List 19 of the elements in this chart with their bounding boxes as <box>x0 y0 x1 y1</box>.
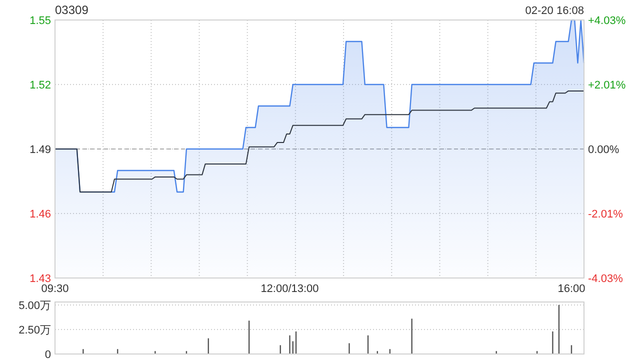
text: 02-20 16:08 <box>525 5 584 17</box>
y2-tick-label: -4.03% <box>588 273 624 285</box>
x-tick-label: 09:30 <box>41 283 69 295</box>
y-tick-label: 1.52 <box>30 80 51 92</box>
y2-tick-label: 0.00% <box>588 144 620 156</box>
y-tick-label: 1.49 <box>30 144 51 156</box>
y-tick-label: 5.00万 <box>18 300 51 312</box>
line-series <box>54 90 584 192</box>
y2-tick-label: +4.03% <box>588 15 626 27</box>
y2-tick-label: -2.01% <box>588 208 624 220</box>
y-tick-label: 1.46 <box>30 208 51 220</box>
y2-tick-label: +2.01% <box>588 80 626 92</box>
x-tick-label: 16:00 <box>558 283 586 295</box>
y-tick-label: 1.55 <box>30 15 51 27</box>
y-tick-label: 0 <box>44 349 51 360</box>
y-tick-label: 2.50万 <box>18 324 51 336</box>
chart-title: 03309 <box>55 3 89 17</box>
x-tick-label: 12:00/13:00 <box>260 283 319 295</box>
y-tick-label: 1.43 <box>30 273 51 285</box>
